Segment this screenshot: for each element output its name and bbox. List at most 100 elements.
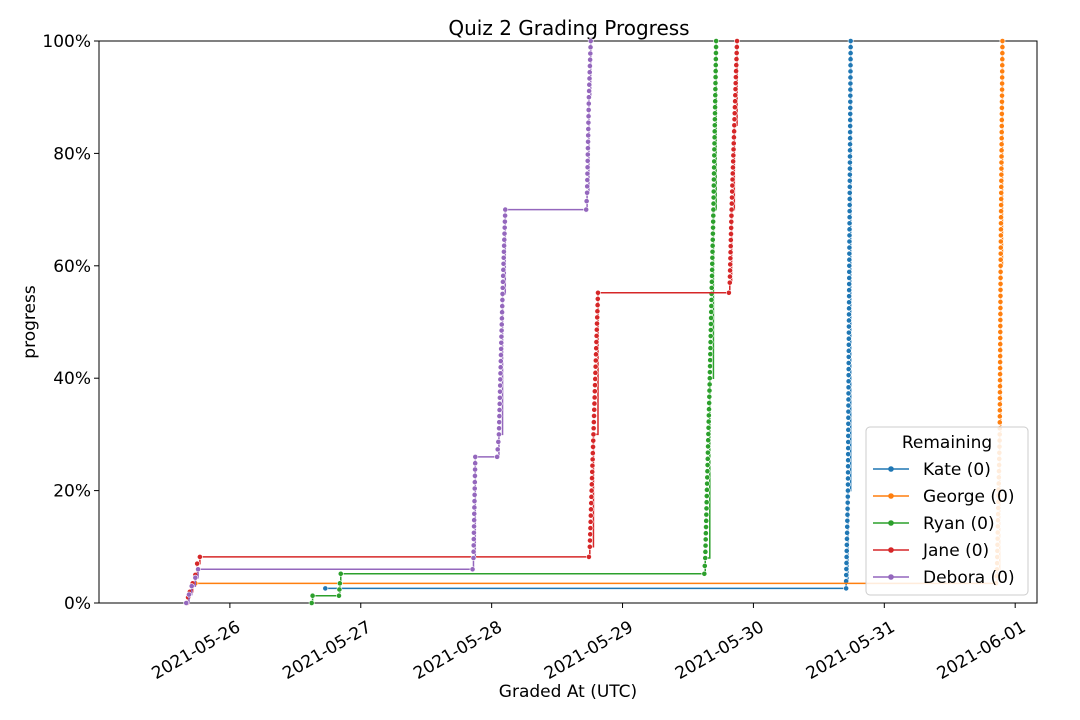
data-point bbox=[472, 472, 478, 479]
data-point bbox=[998, 196, 1005, 202]
data-point bbox=[997, 371, 1003, 378]
data-point bbox=[728, 200, 735, 207]
data-point bbox=[845, 439, 852, 445]
data-point bbox=[499, 297, 506, 303]
data-point bbox=[999, 80, 1006, 87]
series-line bbox=[186, 41, 592, 604]
data-point bbox=[845, 341, 852, 348]
plot-frame bbox=[98, 40, 1038, 604]
data-point bbox=[847, 98, 854, 105]
legend-swatch-marker bbox=[888, 493, 894, 499]
data-point bbox=[595, 289, 601, 296]
data-point bbox=[846, 268, 853, 275]
data-point bbox=[711, 122, 718, 129]
data-point bbox=[845, 451, 852, 458]
data-point bbox=[998, 202, 1005, 208]
data-point bbox=[997, 377, 1003, 384]
data-point bbox=[845, 414, 852, 421]
data-point bbox=[711, 146, 718, 153]
data-point bbox=[584, 164, 591, 171]
data-point bbox=[845, 384, 852, 391]
data-point bbox=[703, 499, 710, 506]
data-point bbox=[846, 226, 853, 233]
data-point bbox=[999, 56, 1006, 63]
data-point bbox=[496, 413, 503, 419]
data-point bbox=[712, 80, 719, 87]
data-point bbox=[997, 389, 1003, 396]
data-point bbox=[728, 224, 735, 231]
data-point bbox=[494, 446, 501, 453]
data-point bbox=[593, 345, 600, 352]
data-point bbox=[843, 560, 850, 566]
data-point bbox=[701, 563, 708, 569]
x-tick-label: 2021-05-26 bbox=[148, 617, 244, 684]
data-point bbox=[704, 480, 711, 487]
data-point bbox=[710, 200, 717, 207]
data-point bbox=[998, 220, 1004, 227]
data-point bbox=[588, 500, 595, 506]
data-point bbox=[591, 394, 598, 401]
data-point bbox=[728, 218, 735, 225]
data-point bbox=[847, 68, 854, 75]
data-point bbox=[712, 62, 719, 68]
data-point bbox=[496, 400, 503, 407]
data-point bbox=[498, 327, 505, 334]
data-point bbox=[706, 375, 713, 382]
data-point bbox=[733, 62, 740, 68]
y-axis: 0% 20% 40% 60% 80% 100% bbox=[42, 32, 99, 614]
data-point bbox=[498, 321, 505, 328]
data-point bbox=[702, 548, 709, 555]
data-point bbox=[499, 284, 506, 291]
data-point bbox=[591, 413, 597, 419]
data-point bbox=[500, 260, 507, 267]
legend-item: Jane (0) bbox=[873, 541, 989, 561]
data-point bbox=[843, 548, 850, 554]
data-point bbox=[846, 293, 853, 300]
data-point bbox=[731, 116, 738, 123]
data-point bbox=[707, 333, 714, 339]
data-point bbox=[586, 554, 592, 560]
data-point bbox=[725, 289, 732, 296]
data-point bbox=[997, 335, 1004, 341]
data-point bbox=[707, 357, 714, 364]
data-point bbox=[592, 363, 599, 370]
data-point bbox=[709, 260, 716, 267]
data-point bbox=[705, 437, 712, 444]
data-point bbox=[588, 487, 595, 494]
data-point bbox=[593, 326, 600, 333]
data-point bbox=[584, 151, 591, 158]
data-point bbox=[845, 347, 852, 354]
data-point bbox=[846, 287, 853, 294]
data-point bbox=[705, 418, 712, 425]
data-point bbox=[999, 98, 1005, 105]
legend-swatch-marker bbox=[888, 574, 894, 580]
data-point bbox=[496, 431, 502, 438]
data-point bbox=[708, 303, 715, 309]
data-point bbox=[711, 170, 717, 177]
data-point bbox=[731, 122, 738, 129]
data-point bbox=[845, 475, 851, 482]
data-point bbox=[584, 183, 591, 190]
data-point bbox=[730, 152, 737, 159]
x-tick-label: 2021-06-01 bbox=[934, 617, 1030, 684]
data-point bbox=[846, 165, 853, 172]
data-point bbox=[593, 332, 600, 339]
data-point bbox=[594, 314, 601, 321]
data-point bbox=[847, 135, 853, 142]
data-point bbox=[591, 400, 598, 407]
data-point bbox=[845, 420, 852, 427]
y-tick-label: 60% bbox=[53, 257, 91, 277]
legend-swatch-marker bbox=[888, 466, 894, 472]
data-point bbox=[592, 369, 599, 376]
data-point bbox=[709, 254, 716, 261]
data-point bbox=[588, 493, 595, 500]
data-point bbox=[710, 206, 717, 213]
data-point bbox=[188, 583, 195, 590]
data-point bbox=[706, 406, 712, 413]
data-point bbox=[585, 138, 591, 145]
data-point bbox=[472, 453, 479, 460]
data-point bbox=[309, 592, 316, 599]
data-point bbox=[710, 224, 716, 231]
data-point bbox=[997, 250, 1004, 257]
